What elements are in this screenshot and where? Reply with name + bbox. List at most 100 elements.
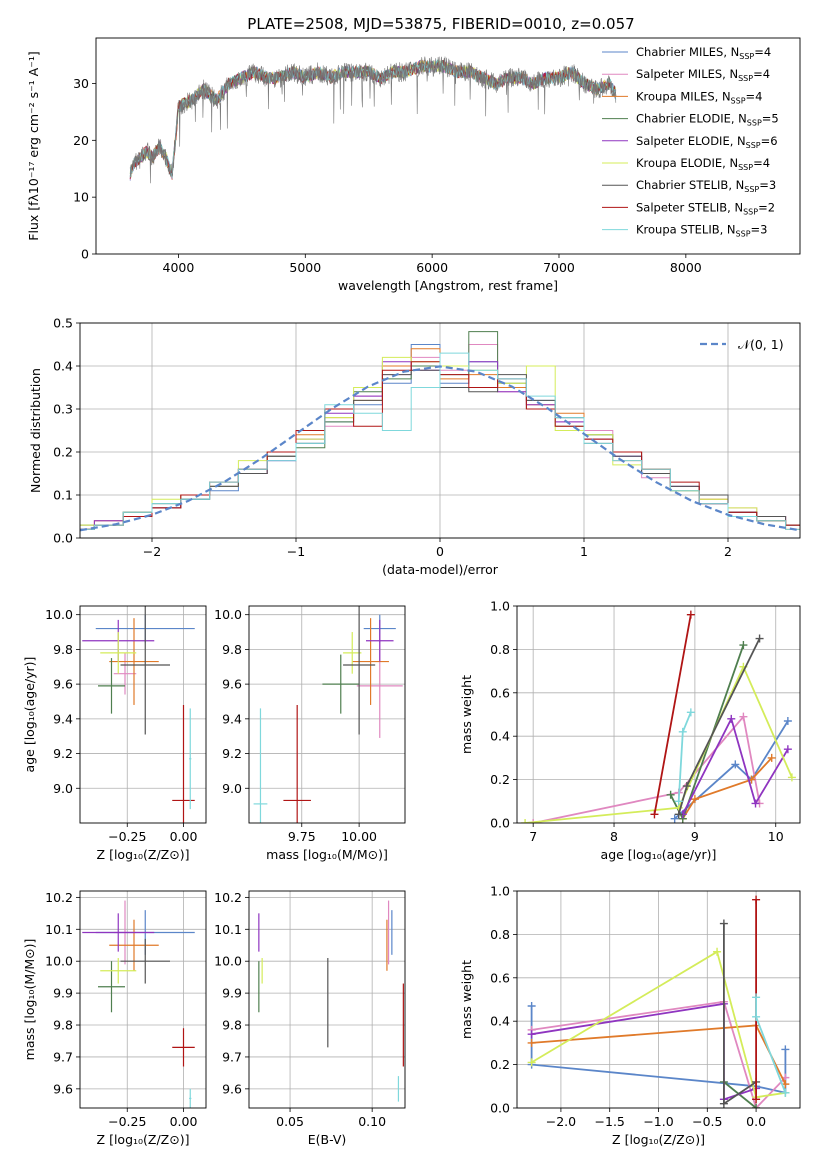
axes-frame <box>95 37 801 255</box>
y-tick-label: 9.4 <box>53 711 73 726</box>
legend-label: Kroupa MILES, NSSP=4 <box>636 89 762 105</box>
y-tick-label: 0.0 <box>490 816 510 831</box>
x-axis-label: (data-model)/error <box>382 562 499 577</box>
x-tick-label: 9 <box>691 829 699 844</box>
y-tick-label: 0.1 <box>53 488 73 503</box>
weight-marker <box>719 919 728 928</box>
y-tick-label: 10.1 <box>214 922 242 937</box>
y-tick-label: 9.9 <box>53 986 73 1001</box>
y-tick-label: 9.0 <box>222 781 242 796</box>
weight-marker <box>690 795 699 804</box>
legend-label: Chabrier STELIB, NSSP=3 <box>636 178 776 194</box>
x-tick-label: 0.10 <box>358 1114 386 1129</box>
axes-frame <box>79 605 207 824</box>
weight-marker <box>674 797 683 806</box>
weight-marker <box>787 773 796 782</box>
y-tick-label: 10.1 <box>45 922 73 937</box>
y-tick-label: 9.6 <box>53 677 73 692</box>
x-tick-label: 7000 <box>543 260 575 275</box>
y-tick-label: 0.8 <box>490 642 510 657</box>
x-tick-label: 0 <box>436 544 444 559</box>
weight-marker <box>678 727 687 736</box>
weight-marker <box>650 810 659 819</box>
weight-marker <box>781 1045 790 1054</box>
y-tick-label: 10 <box>73 190 89 205</box>
legend-label: Kroupa ELODIE, NSSP=4 <box>636 156 770 172</box>
weight-line <box>531 1002 757 1101</box>
legend-label: Salpeter ELODIE, NSSP=6 <box>636 134 778 150</box>
y-axis-label: age [log₁₀(age/yr)] <box>22 657 37 773</box>
y-tick-label: 9.2 <box>222 746 242 761</box>
weight-line <box>723 1081 757 1108</box>
chart-residuals: −2 −1 0 1 2 0.0 0.1 0.2 0.3 0.4 0.5 (data-model)/er… <box>28 316 801 577</box>
y-tick-label: 9.8 <box>222 1018 242 1033</box>
y-tick-label: 9.7 <box>53 1049 73 1064</box>
weight-marker <box>527 1038 536 1047</box>
y-tick-label: 1.0 <box>490 884 510 899</box>
x-tick-label: 10.00 <box>341 829 377 844</box>
y-tick-label: 0 <box>81 247 89 262</box>
chart-mass_vs_ebv: 0.05 0.10 9.6 9.7 9.8 9.9 10.0 10.1 10.2 E(B-V) <box>214 890 406 1147</box>
axes-frame <box>248 605 406 824</box>
x-tick-label: 8000 <box>670 260 702 275</box>
weight-marker <box>767 753 776 762</box>
y-tick-label: 0.4 <box>53 359 73 374</box>
axes-frame <box>79 890 207 1109</box>
y-tick-label: 9.8 <box>222 642 242 657</box>
x-tick-label: −1.5 <box>595 1114 625 1129</box>
x-axis-label: E(B-V) <box>308 1132 347 1147</box>
weight-marker <box>731 760 740 769</box>
x-tick-label: 0.00 <box>170 1114 198 1129</box>
y-tick-label: 9.6 <box>222 677 242 692</box>
y-tick-label: 10.2 <box>45 890 73 905</box>
y-axis-label: mass weight <box>459 675 474 754</box>
spectrum-data-line <box>129 56 617 184</box>
y-tick-label: 0.8 <box>490 927 510 942</box>
weight-line <box>533 714 761 823</box>
y-tick-label: 9.4 <box>222 711 242 726</box>
y-tick-label: 1.0 <box>490 599 510 614</box>
legend: Chabrier MILES, NSSP=4 Salpeter MILES, NS… <box>602 45 779 239</box>
x-tick-label: −0.25 <box>108 1114 146 1129</box>
y-axis-label: Flux [fλ10⁻¹⁷ erg cm⁻² s⁻¹ A⁻¹] <box>26 51 41 240</box>
weight-marker <box>752 1104 761 1108</box>
y-tick-label: 9.2 <box>53 746 73 761</box>
weight-line <box>677 711 692 802</box>
x-tick-label: −2.0 <box>546 1114 576 1129</box>
weight-marker <box>686 610 695 619</box>
x-tick-label: 2 <box>724 544 732 559</box>
weight-marker <box>666 790 675 799</box>
legend-label: Chabrier ELODIE, NSSP=5 <box>636 112 779 128</box>
y-tick-label: 10.0 <box>214 954 242 969</box>
y-tick-label: 0.2 <box>53 445 73 460</box>
x-tick-label: 6000 <box>416 260 448 275</box>
weight-marker <box>727 714 736 723</box>
weight-line <box>531 1000 787 1108</box>
weight-marker <box>752 895 761 904</box>
x-tick-label: 4000 <box>163 260 195 275</box>
plot-area <box>129 56 617 184</box>
plot-area <box>258 900 404 1102</box>
chart-mass_weight_vs_Z: −2.0 −1.5 −1.0 −0.5 0.0 0.0 0.2 0.4 0.6 0.8 1.0 Z [… <box>459 884 801 1147</box>
weight-marker <box>752 993 761 1002</box>
y-axis-label: mass weight <box>459 960 474 1039</box>
legend-label: Salpeter MILES, NSSP=4 <box>636 67 770 83</box>
gaussian-curve <box>80 365 800 532</box>
x-tick-label: −1.0 <box>643 1114 673 1129</box>
y-tick-label: 0.6 <box>490 970 510 985</box>
weight-line <box>653 614 692 815</box>
chart-mass_weight_vs_age: 7 8 9 10 0.0 0.2 0.4 0.6 0.8 1.0 age [log₁₀(age/yr… <box>459 599 801 862</box>
axes-frame <box>516 890 801 1109</box>
legend-label: Salpeter STELIB, NSSP=2 <box>636 200 775 216</box>
y-tick-label: 0.2 <box>490 772 510 787</box>
plot-area <box>82 900 195 1108</box>
x-tick-label: 10 <box>768 829 784 844</box>
y-tick-label: 10.0 <box>214 607 242 622</box>
plot-area <box>82 606 195 823</box>
chart-age_vs_mass: 9.75 10.00 9.0 9.2 9.4 9.6 9.8 10.0 mass [log₁₀(… <box>214 605 406 862</box>
y-tick-label: 0.0 <box>490 1101 510 1116</box>
y-tick-label: 0.6 <box>490 685 510 700</box>
x-tick-label: −2 <box>143 544 161 559</box>
weight-line <box>525 664 793 823</box>
